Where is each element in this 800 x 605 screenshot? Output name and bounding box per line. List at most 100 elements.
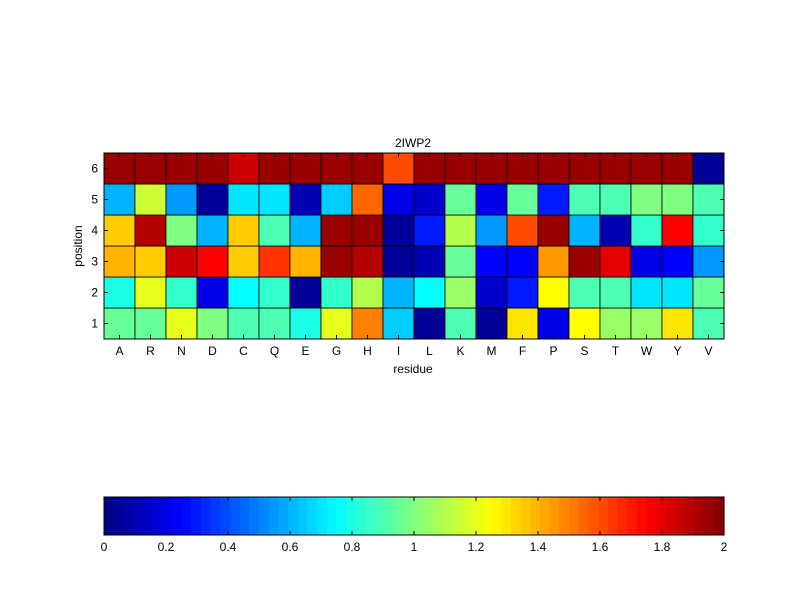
colorbar-swatch — [520, 497, 531, 535]
colorbar-swatch — [423, 497, 434, 535]
heatmap-cell — [692, 152, 725, 185]
x-tick-label: E — [301, 344, 309, 358]
colorbar-swatch — [249, 497, 260, 535]
heatmap-cell — [661, 152, 694, 185]
heatmap-cell — [134, 214, 167, 247]
colorbar-swatch — [394, 497, 405, 535]
heatmap-cell — [165, 245, 198, 278]
heatmap-cell — [568, 183, 601, 216]
colorbar-tick-label: 1.4 — [530, 540, 547, 554]
heatmap-cell — [537, 276, 570, 309]
colorbar-tick-label: 0.4 — [220, 540, 237, 554]
colorbar-swatch — [259, 497, 270, 535]
heatmap-cell — [692, 245, 725, 278]
heatmap-cell — [444, 214, 477, 247]
heatmap-cell — [413, 245, 446, 278]
colorbar-swatch — [665, 497, 677, 535]
colorbar-swatch — [675, 497, 686, 535]
colorbar-swatch — [375, 497, 386, 535]
x-tick-label: P — [549, 344, 557, 358]
heatmap-cell — [103, 307, 136, 340]
heatmap-cell — [568, 307, 601, 340]
x-tick-label: W — [641, 344, 653, 358]
heatmap-cell — [568, 276, 601, 309]
heatmap-cell — [661, 245, 694, 278]
colorbar-swatch — [607, 497, 619, 535]
colorbar-swatch — [384, 497, 396, 535]
heatmap-cell — [289, 307, 322, 340]
colorbar-swatch — [171, 497, 183, 535]
heatmap-cell — [382, 152, 415, 185]
heatmap-cell — [661, 214, 694, 247]
heatmap-cell — [537, 214, 570, 247]
x-tick-label: F — [519, 344, 526, 358]
x-tick-label: C — [239, 344, 248, 358]
colorbar-tick-label: 0.8 — [344, 540, 361, 554]
colorbar-tick-label: 0.6 — [282, 540, 299, 554]
heatmap-cell — [196, 276, 229, 309]
heatmap-cell — [413, 307, 446, 340]
x-tick-label: M — [487, 344, 497, 358]
heatmap-cell — [599, 214, 632, 247]
heatmap-cell — [568, 245, 601, 278]
heatmap-cell — [475, 245, 508, 278]
colorbar-swatch — [152, 497, 163, 535]
x-tick-label: G — [332, 344, 341, 358]
heatmap-cell — [351, 307, 384, 340]
colorbar-swatch — [123, 497, 134, 535]
heatmap-cell — [258, 245, 291, 278]
heatmap-cell — [196, 307, 229, 340]
heatmap-cell — [661, 183, 694, 216]
colorbar-swatch — [549, 497, 560, 535]
colorbar-tick-label: 0 — [101, 540, 108, 554]
colorbar-swatch — [578, 497, 589, 535]
heatmap-cell — [506, 214, 539, 247]
colorbar-swatch — [142, 497, 154, 535]
colorbar-swatch — [133, 497, 144, 535]
x-tick-label: D — [208, 344, 217, 358]
colorbar-swatch — [694, 497, 706, 535]
colorbar-swatch — [646, 497, 657, 535]
heatmap-cell — [103, 152, 136, 185]
heatmap-cell — [320, 152, 353, 185]
heatmap-cell — [165, 152, 198, 185]
colorbar-swatch — [355, 497, 367, 535]
heatmap-cell — [134, 183, 167, 216]
heatmap-cell — [165, 183, 198, 216]
colorbar-swatch — [569, 497, 580, 535]
colorbar-tick-label: 1.6 — [592, 540, 609, 554]
heatmap-cells — [103, 152, 725, 340]
colorbar-swatch — [210, 497, 221, 535]
colorbar-swatch — [617, 497, 628, 535]
colorbar-swatch — [181, 497, 192, 535]
colorbar-swatch — [326, 497, 338, 535]
heatmap-cell — [165, 307, 198, 340]
heatmap-cell — [134, 245, 167, 278]
heatmap-cell — [537, 152, 570, 185]
colorbar-tick-label: 1.8 — [654, 540, 671, 554]
colorbar-swatch — [559, 497, 570, 535]
heatmap-cell — [413, 276, 446, 309]
heatmap-cell — [506, 276, 539, 309]
heatmap-cell — [444, 245, 477, 278]
heatmap-cell — [320, 245, 353, 278]
colorbar-swatch — [636, 497, 648, 535]
y-axis-label: position — [71, 225, 85, 266]
colorbar-swatch — [414, 497, 425, 535]
heatmap-cell — [630, 152, 663, 185]
heatmap-cell — [506, 183, 539, 216]
heatmap-cell — [134, 276, 167, 309]
colorbar-tick-label: 1.2 — [468, 540, 485, 554]
heatmap-cell — [134, 152, 167, 185]
heatmap-cell — [630, 245, 663, 278]
heatmap-cell — [444, 307, 477, 340]
y-tick-label: 3 — [91, 255, 98, 269]
heatmap-cell — [692, 307, 725, 340]
colorbar-tick-label: 0.2 — [158, 540, 175, 554]
heatmap-cell — [599, 152, 632, 185]
heatmap-cell — [103, 245, 136, 278]
heatmap-cell — [289, 276, 322, 309]
colorbar-swatch — [191, 497, 202, 535]
plot-frame — [103, 152, 725, 340]
